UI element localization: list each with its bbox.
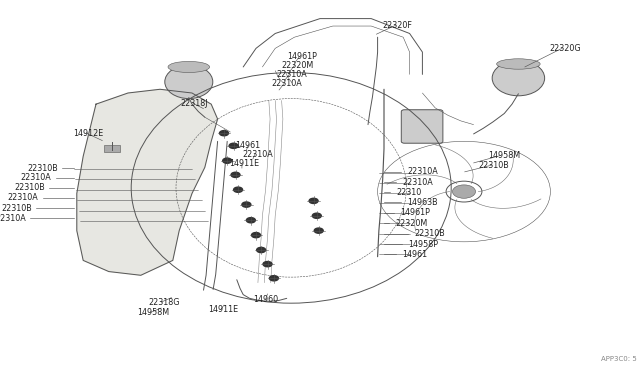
Circle shape [220, 131, 228, 136]
Circle shape [252, 232, 260, 238]
Polygon shape [77, 89, 218, 275]
Text: APP3C0: 5: APP3C0: 5 [601, 356, 637, 362]
Text: 22310A: 22310A [8, 193, 38, 202]
Text: 22310A: 22310A [407, 167, 438, 176]
Text: 22310B: 22310B [1, 204, 32, 213]
Circle shape [269, 276, 278, 281]
Text: 22320G: 22320G [549, 44, 580, 53]
Ellipse shape [497, 59, 540, 69]
Text: 22320M: 22320M [396, 219, 428, 228]
Circle shape [309, 198, 318, 203]
FancyBboxPatch shape [401, 110, 443, 143]
Text: 14912E: 14912E [74, 129, 104, 138]
Text: 14958P: 14958P [408, 240, 438, 248]
Text: 22310A: 22310A [0, 214, 26, 223]
Circle shape [312, 213, 321, 218]
Text: 14961: 14961 [402, 250, 427, 259]
Text: 22310: 22310 [397, 188, 422, 197]
Ellipse shape [168, 61, 210, 73]
Ellipse shape [492, 60, 545, 96]
Text: 14911E: 14911E [229, 159, 259, 168]
Text: 22310A: 22310A [402, 178, 433, 187]
Text: 14963B: 14963B [407, 198, 438, 207]
Circle shape [257, 247, 266, 253]
Text: 22310B: 22310B [479, 161, 509, 170]
Text: 22310A: 22310A [276, 70, 307, 79]
Text: 22310B: 22310B [14, 183, 45, 192]
Text: 22310A: 22310A [242, 150, 273, 159]
Text: 14961P: 14961P [287, 52, 317, 61]
Circle shape [234, 187, 243, 192]
Text: 22310B: 22310B [27, 164, 58, 173]
Circle shape [246, 218, 255, 223]
Circle shape [223, 158, 232, 163]
Text: 22310B: 22310B [415, 229, 445, 238]
Circle shape [242, 202, 251, 207]
Text: 22320F: 22320F [383, 21, 413, 30]
Circle shape [231, 172, 240, 177]
Text: 14958M: 14958M [488, 151, 520, 160]
Circle shape [314, 228, 323, 233]
Text: 22310A: 22310A [20, 173, 51, 182]
Bar [104, 145, 120, 152]
Text: 14960: 14960 [253, 295, 278, 304]
Ellipse shape [165, 65, 212, 99]
Circle shape [229, 143, 238, 148]
Circle shape [452, 185, 476, 198]
Text: 22318G: 22318G [148, 298, 180, 307]
Text: 14961: 14961 [236, 141, 260, 150]
Text: 22320M: 22320M [282, 61, 314, 70]
Text: 14958M: 14958M [138, 308, 170, 317]
Text: 14911E: 14911E [208, 305, 238, 314]
Text: 22318J: 22318J [180, 99, 208, 108]
Text: 22310A: 22310A [271, 79, 302, 88]
Text: 14961P: 14961P [400, 208, 430, 217]
Circle shape [263, 262, 272, 267]
